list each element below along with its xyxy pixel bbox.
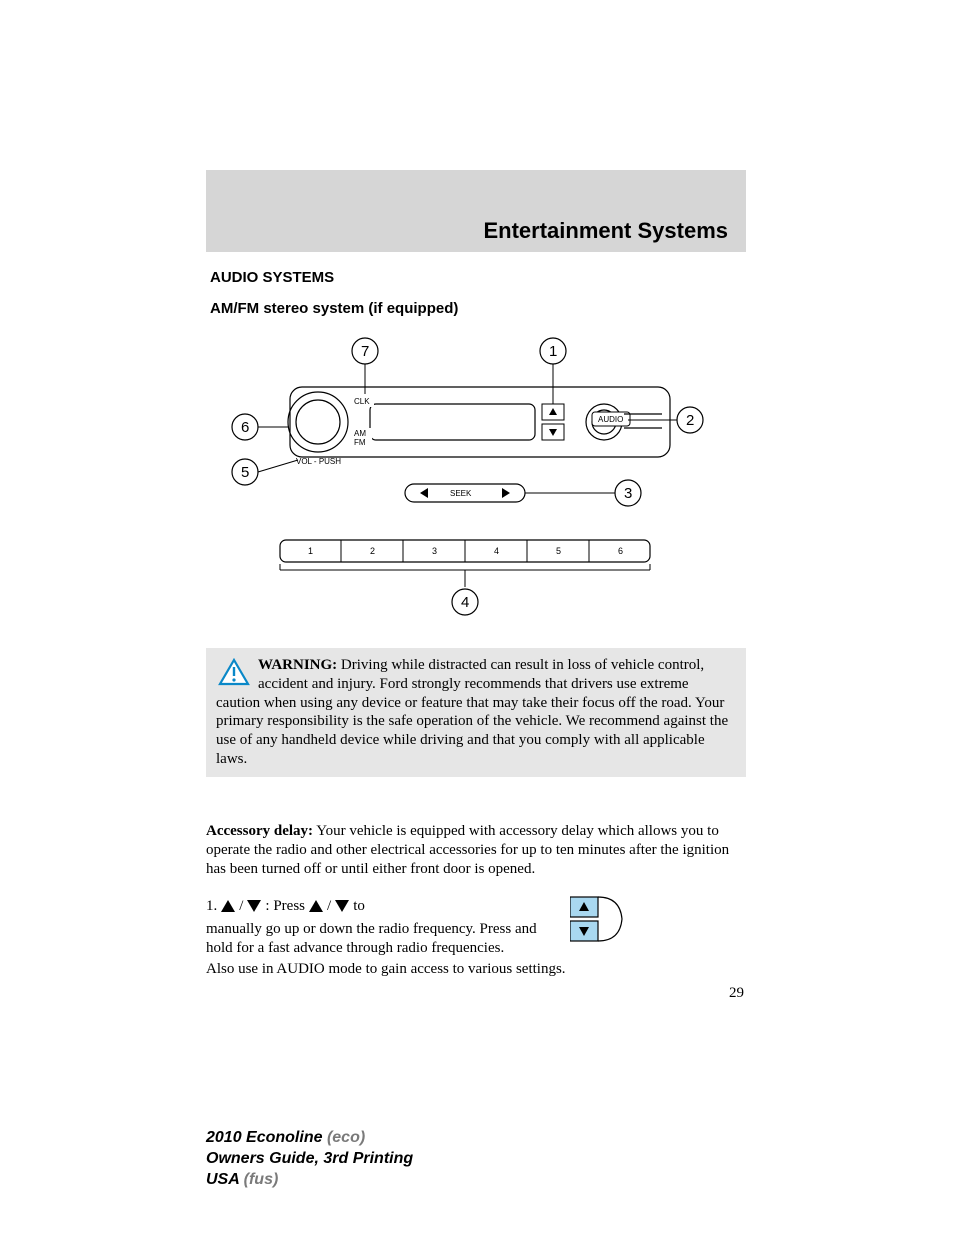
triangle-down-icon [335,900,349,912]
chapter-title: Entertainment Systems [483,218,728,244]
triangle-down-icon [247,900,261,912]
step-1-block: 1. / : Press / to manually go up or down… [206,896,746,979]
footer-region: USA [206,1171,239,1188]
preset-6: 6 [618,546,623,556]
warning-box: WARNING: Driving while distracted can re… [206,648,746,777]
footer-region-suffix: (fus) [239,1171,278,1188]
step-1-body2: Also use in AUDIO mode to gain access to… [206,960,746,979]
callout-3: 3 [624,485,632,502]
footer-model-suffix: (eco) [323,1129,366,1146]
tune-control-graphic [570,895,635,945]
section-heading-2: AM/FM stereo system (if equipped) [210,300,458,317]
section-heading-1: AUDIO SYSTEMS [210,269,334,286]
callout-7: 7 [361,343,369,360]
preset-4: 4 [494,546,499,556]
preset-3: 3 [432,546,437,556]
callout-2: 2 [686,412,694,429]
step-1-mid: : Press [265,896,305,916]
radio-diagram: CLK AM FM VOL - PUSH AUDIO SEEK [210,332,750,622]
preset-2: 2 [370,546,375,556]
am-label: AM [354,429,366,438]
clk-label: CLK [354,397,370,406]
warning-caption: WARNING: [258,657,337,673]
callout-4: 4 [461,594,469,611]
callout-5: 5 [241,464,249,481]
footer-model: 2010 Econoline [206,1129,323,1146]
warning-text: Driving while distracted can result in l… [216,657,728,767]
triangle-up-icon [309,900,323,912]
step-1-prefix: 1. [206,896,217,916]
seek-label: SEEK [450,489,472,498]
manual-page: Entertainment Systems AUDIO SYSTEMS AM/F… [0,0,954,1235]
footer-guide: Owners Guide, 3rd Printing [206,1150,413,1167]
vol-push-label: VOL - PUSH [296,457,341,466]
fm-label: FM [354,438,366,447]
callout-6: 6 [241,419,249,436]
preset-1: 1 [308,546,313,556]
triangle-up-icon [221,900,235,912]
page-number: 29 [729,985,744,1002]
accessory-delay-paragraph: Accessory delay: Your vehicle is equippe… [206,822,746,878]
step-1-body: manually go up or down the radio frequen… [206,920,546,958]
preset-5: 5 [556,546,561,556]
step-1-line1: 1. / : Press / to [206,896,746,916]
step-1-suffix: to [353,896,365,916]
chapter-header-box: Entertainment Systems [206,170,746,252]
audio-label: AUDIO [598,415,623,424]
accessory-delay-label: Accessory delay: [206,823,313,839]
callout-1: 1 [549,343,557,360]
warning-icon [218,658,250,692]
footer-block: 2010 Econoline (eco) Owners Guide, 3rd P… [206,1128,746,1190]
